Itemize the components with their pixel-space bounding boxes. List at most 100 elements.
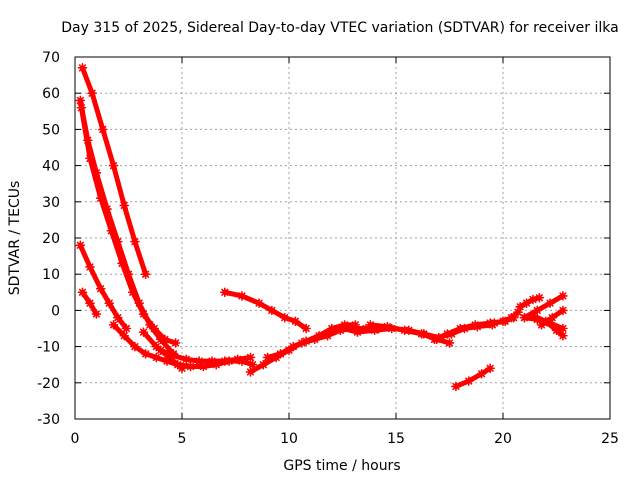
star-marker <box>194 356 204 366</box>
star-stroke-d2 <box>234 355 242 363</box>
star-stroke-d2 <box>157 346 165 354</box>
star-marker <box>104 298 115 308</box>
star-stroke-d2 <box>246 368 255 376</box>
star-marker <box>545 298 555 308</box>
star-marker <box>108 320 119 330</box>
star-marker <box>444 338 455 348</box>
star-marker <box>451 381 461 392</box>
star-stroke-d2 <box>353 328 362 336</box>
star-stroke-d2 <box>289 342 297 351</box>
star-stroke-d2 <box>507 314 516 322</box>
star-marker <box>485 363 495 374</box>
star-marker <box>181 354 192 365</box>
star-marker <box>77 287 88 298</box>
star-marker <box>149 323 159 334</box>
star-marker <box>558 330 568 341</box>
y-tick-label: 0 <box>51 303 60 319</box>
star-stroke-d2 <box>338 324 347 333</box>
star-stroke-d2 <box>516 303 524 311</box>
star-stroke-d2 <box>281 314 289 322</box>
star-stroke-d2 <box>139 310 148 318</box>
star-stroke-d2 <box>535 294 543 302</box>
star-marker <box>95 283 106 294</box>
star-stroke-d2 <box>120 332 128 340</box>
star-marker <box>429 334 440 345</box>
star-stroke-d2 <box>77 104 86 112</box>
star-stroke-d2 <box>255 299 263 307</box>
star-marker <box>91 309 102 319</box>
star-marker <box>77 63 88 73</box>
star-marker <box>455 323 466 334</box>
star-stroke-d2 <box>276 350 285 358</box>
star-marker <box>301 336 311 346</box>
star-marker <box>399 325 410 336</box>
series-arc-17 <box>515 292 545 312</box>
star-stroke-d2 <box>76 241 84 249</box>
star-marker <box>168 350 179 361</box>
star-stroke-d2 <box>302 324 310 333</box>
star-stroke-d2 <box>109 321 118 329</box>
y-tick-label: 10 <box>42 267 60 283</box>
series-arc-21 <box>536 305 568 330</box>
x-tick-label: 25 <box>601 431 619 447</box>
star-stroke-d2 <box>221 357 229 365</box>
star-stroke-d2 <box>499 317 507 325</box>
star-marker <box>532 305 543 316</box>
star-marker <box>106 225 117 236</box>
star-stroke-d2 <box>522 299 531 307</box>
series-arc-8 <box>155 345 256 366</box>
star-stroke-d2 <box>139 328 148 336</box>
star-marker <box>247 359 258 370</box>
star-marker <box>140 349 151 359</box>
star-stroke-d2 <box>291 317 300 325</box>
y-tick-label: 70 <box>42 50 60 66</box>
star-marker <box>117 258 127 269</box>
star-stroke-d2 <box>78 288 87 296</box>
star-stroke-d2 <box>105 299 113 307</box>
star-marker <box>314 330 324 341</box>
star-stroke-d2 <box>99 125 107 133</box>
star-marker <box>85 262 95 272</box>
axis-tick-labels: 0 5 10 15 20 25 -30 -20 -10 0 10 20 30 40 50 60 70 <box>37 50 619 447</box>
plot-area <box>75 63 568 392</box>
star-marker <box>220 287 230 298</box>
star-marker <box>470 320 480 330</box>
series-arc-15 <box>451 363 495 392</box>
star-marker <box>119 200 130 211</box>
x-axis-title: GPS time / hours <box>283 458 400 474</box>
star-marker <box>108 160 119 171</box>
star-stroke-d2 <box>465 377 473 385</box>
star-stroke-d2 <box>195 357 203 365</box>
star-marker <box>267 305 277 316</box>
star-marker <box>558 305 568 316</box>
star-stroke-d2 <box>445 339 454 347</box>
star-stroke-d2 <box>418 330 426 338</box>
star-stroke-d2 <box>86 154 94 162</box>
y-tick-label: -10 <box>37 340 60 356</box>
series-arc-13 <box>365 320 455 348</box>
star-stroke-d2 <box>169 352 178 360</box>
series-arc-2 <box>75 95 179 359</box>
star-marker <box>489 318 500 328</box>
star-stroke-d2 <box>548 314 556 322</box>
star-marker <box>220 356 230 366</box>
star-marker <box>76 102 87 113</box>
star-stroke-d2 <box>520 314 529 322</box>
star-marker <box>85 298 95 308</box>
star-stroke-d2 <box>471 321 479 329</box>
y-tick-label: 60 <box>42 86 60 102</box>
y-tick-label: 30 <box>42 195 60 211</box>
star-stroke-d2 <box>118 259 126 267</box>
x-tick-label: 5 <box>178 431 187 447</box>
star-stroke-d2 <box>315 332 323 340</box>
star-stroke-d2 <box>142 350 150 358</box>
star-marker <box>75 95 86 106</box>
star-marker <box>498 316 508 327</box>
star-stroke-d2 <box>114 314 122 322</box>
star-stroke-d2 <box>323 332 332 340</box>
star-stroke-d2 <box>221 288 229 296</box>
star-marker <box>177 363 187 374</box>
star-marker <box>151 352 162 363</box>
x-tick-label: 0 <box>71 431 80 447</box>
